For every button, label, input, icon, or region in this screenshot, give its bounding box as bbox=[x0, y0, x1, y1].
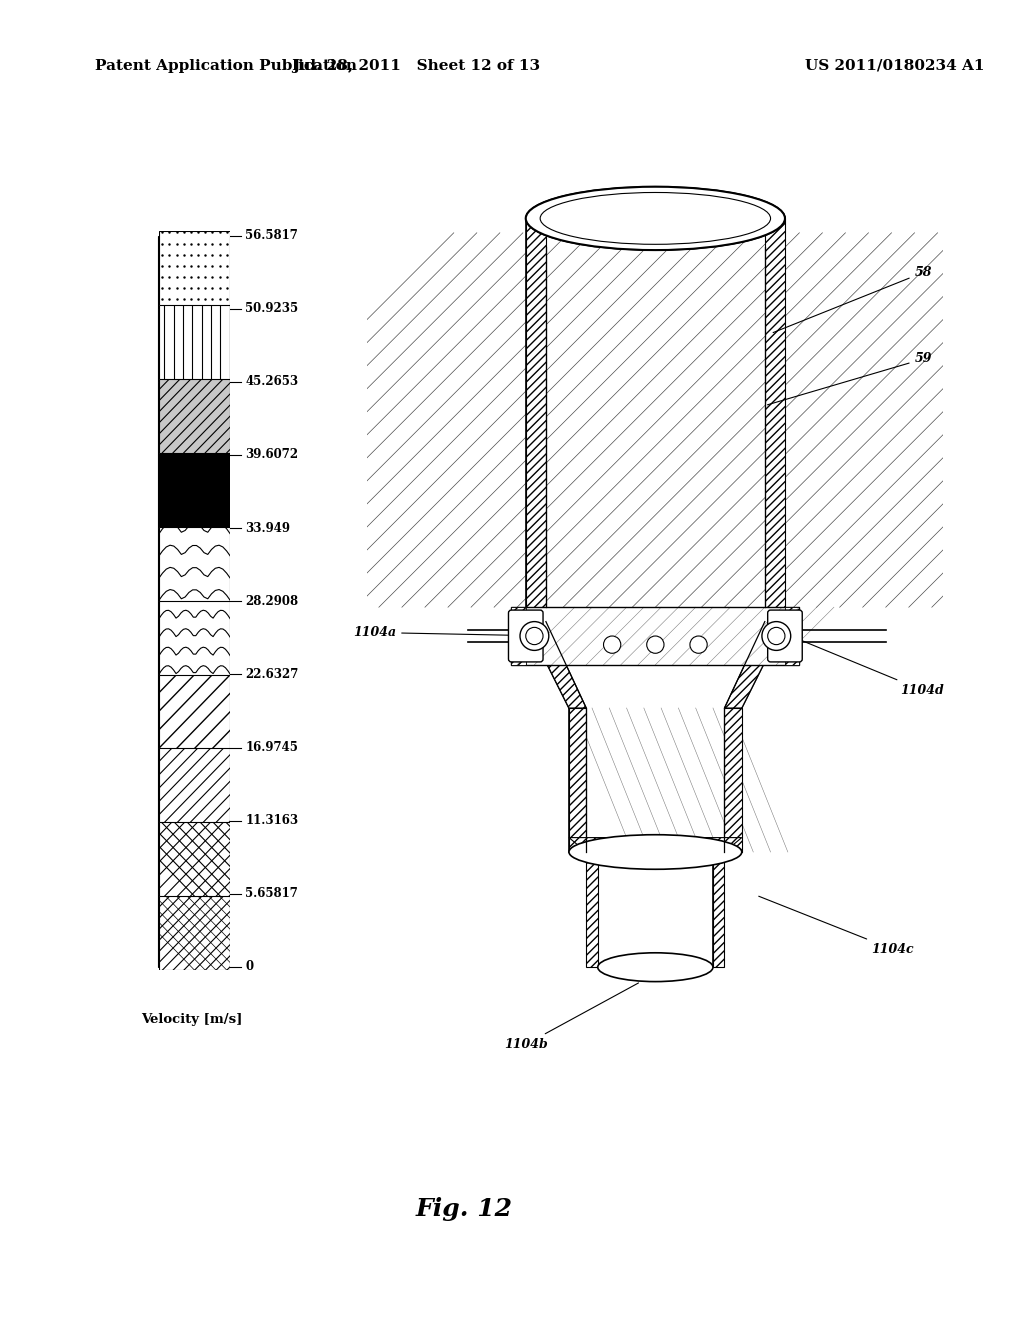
Bar bbox=[158, 747, 226, 821]
Bar bbox=[158, 601, 226, 675]
FancyBboxPatch shape bbox=[768, 610, 802, 661]
Text: 1104d: 1104d bbox=[794, 638, 944, 697]
Polygon shape bbox=[724, 708, 741, 851]
Bar bbox=[511, 607, 800, 665]
Text: 22.6327: 22.6327 bbox=[246, 668, 299, 681]
Text: 16.9745: 16.9745 bbox=[246, 741, 298, 754]
Polygon shape bbox=[525, 622, 586, 708]
Bar bbox=[158, 309, 226, 381]
Text: 33.949: 33.949 bbox=[246, 521, 291, 535]
Polygon shape bbox=[569, 838, 741, 851]
Bar bbox=[158, 455, 226, 528]
Polygon shape bbox=[724, 622, 785, 708]
Bar bbox=[511, 607, 525, 665]
Ellipse shape bbox=[598, 953, 713, 982]
Text: Patent Application Publication: Patent Application Publication bbox=[94, 58, 356, 73]
Bar bbox=[785, 607, 800, 665]
Ellipse shape bbox=[525, 186, 785, 249]
Text: 59: 59 bbox=[767, 352, 932, 405]
Text: 1104b: 1104b bbox=[504, 983, 639, 1051]
FancyBboxPatch shape bbox=[509, 610, 543, 661]
Text: 0: 0 bbox=[246, 961, 254, 973]
Text: 5.65817: 5.65817 bbox=[246, 887, 298, 900]
Bar bbox=[158, 528, 226, 601]
Circle shape bbox=[603, 636, 621, 653]
Polygon shape bbox=[586, 851, 598, 968]
Text: 45.2653: 45.2653 bbox=[246, 375, 299, 388]
Circle shape bbox=[647, 636, 664, 653]
Bar bbox=[158, 821, 226, 894]
Circle shape bbox=[520, 622, 549, 651]
Circle shape bbox=[525, 627, 543, 644]
Text: 11.3163: 11.3163 bbox=[246, 814, 299, 828]
Text: US 2011/0180234 A1: US 2011/0180234 A1 bbox=[805, 58, 985, 73]
Polygon shape bbox=[765, 218, 785, 622]
Bar bbox=[158, 675, 226, 747]
Text: 39.6072: 39.6072 bbox=[246, 449, 299, 462]
Text: 50.9235: 50.9235 bbox=[246, 302, 299, 315]
Circle shape bbox=[690, 636, 708, 653]
Bar bbox=[158, 894, 226, 968]
Circle shape bbox=[762, 622, 791, 651]
Text: 1104c: 1104c bbox=[759, 896, 914, 956]
Bar bbox=[546, 247, 765, 607]
Polygon shape bbox=[569, 708, 586, 851]
Ellipse shape bbox=[540, 193, 770, 244]
Bar bbox=[158, 381, 226, 455]
Text: 58: 58 bbox=[773, 267, 932, 333]
Text: 1104a: 1104a bbox=[353, 626, 546, 639]
Bar bbox=[158, 235, 226, 309]
Polygon shape bbox=[525, 218, 546, 622]
Text: 56.5817: 56.5817 bbox=[246, 228, 298, 242]
Polygon shape bbox=[713, 851, 724, 968]
Ellipse shape bbox=[525, 186, 785, 249]
Ellipse shape bbox=[569, 834, 741, 870]
Text: Jul. 28, 2011   Sheet 12 of 13: Jul. 28, 2011 Sheet 12 of 13 bbox=[292, 58, 540, 73]
Text: Fig. 12: Fig. 12 bbox=[416, 1196, 513, 1221]
Text: Velocity [m/s]: Velocity [m/s] bbox=[141, 1012, 243, 1026]
Text: 28.2908: 28.2908 bbox=[246, 595, 299, 607]
Circle shape bbox=[768, 627, 785, 644]
